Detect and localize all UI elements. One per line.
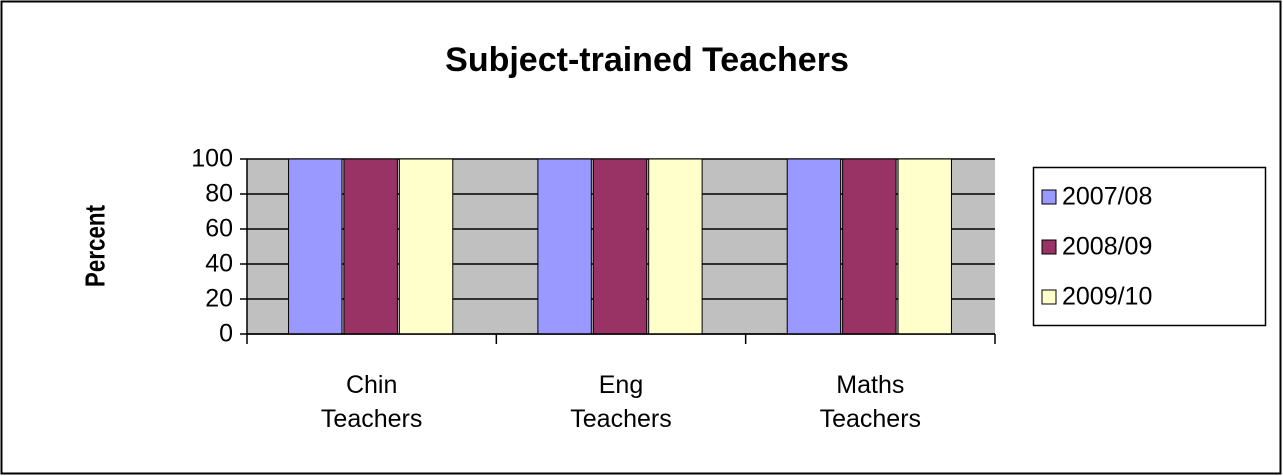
legend-label: 2007/08 (1062, 183, 1152, 211)
legend-box (1032, 166, 1267, 327)
x-tick-label: Maths Teachers (819, 371, 922, 433)
legend-swatch (1041, 189, 1057, 205)
bar (592, 158, 648, 335)
y-tick-label: 0 (219, 320, 233, 348)
bar (288, 158, 343, 335)
bar (648, 158, 703, 335)
legend-swatch (1041, 239, 1057, 255)
x-tick-label: Chin Teachers (320, 371, 423, 433)
legend-label: 2009/10 (1062, 283, 1152, 311)
y-tick-label: 20 (205, 285, 233, 313)
bar (398, 158, 454, 335)
bar (786, 158, 842, 335)
y-axis-label: Percent (80, 204, 111, 287)
chart-title: Subject-trained Teachers (445, 41, 849, 79)
y-tick-label: 100 (191, 145, 233, 173)
y-tick-label: 60 (205, 215, 233, 243)
y-tick-label: 40 (205, 250, 233, 278)
x-tick-label: Eng Teachers (570, 371, 672, 433)
y-tick-label: 80 (205, 180, 233, 208)
bar (343, 158, 398, 335)
bar (842, 158, 897, 335)
bar (897, 158, 952, 335)
legend-swatch (1041, 289, 1057, 305)
bar (537, 158, 592, 335)
legend-label: 2008/09 (1062, 233, 1152, 261)
